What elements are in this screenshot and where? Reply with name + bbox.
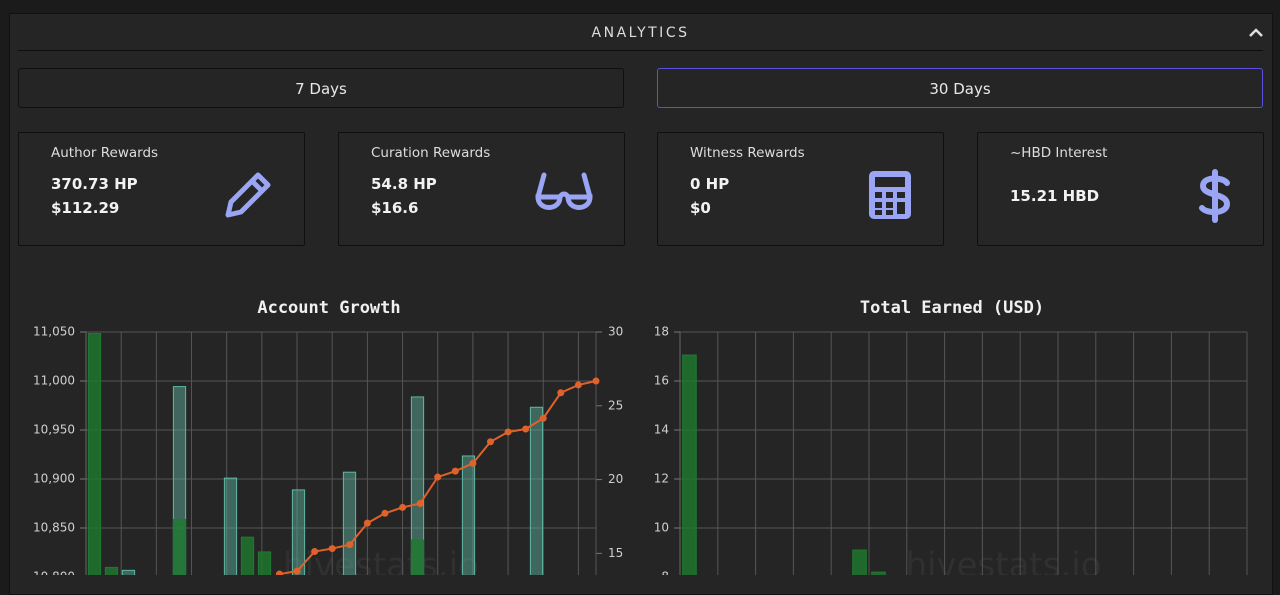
stat-card: Author Rewards 370.73 HP $112.29 xyxy=(18,132,305,246)
stat-card: ~HBD Interest 15.21 HBD xyxy=(977,132,1264,246)
y2-tick-label: 25 xyxy=(608,398,623,412)
bar xyxy=(682,354,697,575)
bar xyxy=(410,539,425,575)
chart-title: Total Earned (USD) xyxy=(860,298,1044,318)
panel-title: ANALYTICS xyxy=(591,25,690,41)
point xyxy=(346,541,354,549)
y-tick-label: 10,900 xyxy=(33,472,75,486)
point xyxy=(275,570,283,575)
y-tick-label: 14 xyxy=(654,423,669,437)
collapse-icon[interactable] xyxy=(1249,28,1263,38)
point xyxy=(293,567,301,575)
stat-value: 15.21 HBD xyxy=(1010,187,1100,205)
point xyxy=(592,377,600,385)
point xyxy=(451,467,459,475)
pencil-icon xyxy=(225,172,271,218)
glasses-icon xyxy=(535,172,593,210)
stat-label: Curation Rewards xyxy=(371,145,491,161)
bar xyxy=(104,566,119,575)
point xyxy=(328,545,336,553)
charts: Account Growth hivestats.io 10,800 10,850 10… xyxy=(33,298,1248,576)
panel-header[interactable]: ANALYTICS xyxy=(18,20,1263,51)
bar xyxy=(240,536,255,575)
bar xyxy=(461,455,476,575)
point xyxy=(434,473,442,481)
y-tick-label: 10,950 xyxy=(33,423,75,437)
point xyxy=(557,389,565,397)
point xyxy=(486,438,494,446)
stat-value: $16.6 xyxy=(371,199,419,217)
point xyxy=(416,500,424,507)
bar xyxy=(852,549,867,575)
stat-value: 0 HP xyxy=(690,175,730,193)
point xyxy=(522,425,530,433)
stat-card: Witness Rewards 0 HP $0 xyxy=(657,132,944,246)
range-button[interactable]: 7 Days xyxy=(18,68,624,108)
stat-value: $112.29 xyxy=(51,199,120,217)
point xyxy=(504,428,512,436)
stat-label: Author Rewards xyxy=(51,145,159,161)
y-tick-label: 18 xyxy=(654,325,669,339)
bar xyxy=(342,471,357,575)
point xyxy=(399,503,407,511)
calculator-icon xyxy=(869,171,911,219)
page: ANALYTICS 7 Days 30 Days Author Rewards … xyxy=(9,13,1273,595)
stat-card: Curation Rewards 54.8 HP $16.6 xyxy=(338,132,625,246)
bar xyxy=(121,569,136,575)
bar xyxy=(87,332,102,575)
point xyxy=(469,459,477,467)
bar xyxy=(172,518,187,575)
bar xyxy=(223,477,238,575)
point xyxy=(539,414,547,422)
y2-tick-label: 20 xyxy=(608,472,623,486)
point xyxy=(311,548,319,556)
stat-label: ~HBD Interest xyxy=(1010,145,1108,161)
y-tick-label: 11,050 xyxy=(33,325,75,339)
y2-tick-label: 15 xyxy=(608,546,623,560)
bar xyxy=(291,489,306,575)
watermark: hivestats.io xyxy=(905,546,1101,576)
point xyxy=(363,519,371,527)
y-tick-label: 11,000 xyxy=(33,374,75,388)
point xyxy=(381,509,389,517)
stat-value: 370.73 HP xyxy=(51,175,138,193)
y-tick-label: 16 xyxy=(654,374,669,388)
y-tick-label: 8 xyxy=(661,570,669,576)
y-tick-label: 10,850 xyxy=(33,521,75,535)
y-tick-label: 12 xyxy=(654,472,669,486)
chart-title: Account Growth xyxy=(257,298,400,318)
range-button[interactable]: 30 Days xyxy=(657,68,1263,108)
bar xyxy=(410,396,425,575)
point xyxy=(574,381,582,389)
analytics-panel xyxy=(9,13,1273,595)
bar xyxy=(257,551,272,575)
dollar-icon xyxy=(1199,169,1231,223)
stat-value: 54.8 HP xyxy=(371,175,437,193)
y-tick-label: 10,800 xyxy=(33,570,75,576)
bar xyxy=(529,406,544,575)
y-tick-label: 10 xyxy=(654,521,669,535)
y2-tick-label: 30 xyxy=(608,325,623,339)
stat-value: $0 xyxy=(690,199,711,217)
stat-label: Witness Rewards xyxy=(690,145,805,161)
